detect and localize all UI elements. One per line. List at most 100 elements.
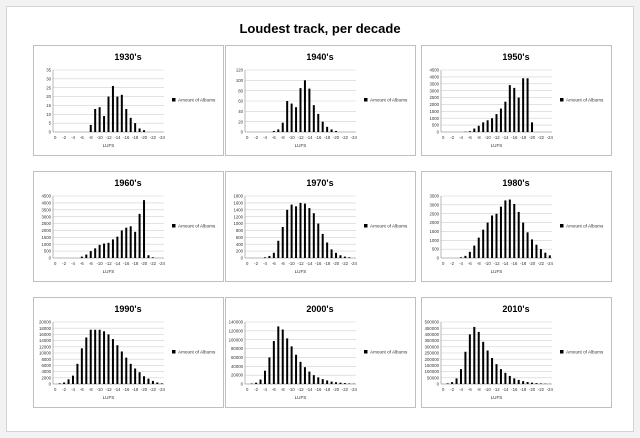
x-tick-label: -8 bbox=[89, 261, 93, 266]
bar bbox=[473, 326, 476, 384]
bar bbox=[495, 213, 498, 258]
x-tick-label: -10 bbox=[97, 261, 104, 266]
x-tick-label: -18 bbox=[132, 261, 139, 266]
y-tick-label: 4000 bbox=[41, 369, 51, 374]
bar bbox=[486, 350, 489, 384]
y-tick-label: 0 bbox=[437, 130, 440, 135]
bar bbox=[335, 130, 338, 132]
bar bbox=[326, 242, 329, 258]
chart-frame bbox=[421, 45, 612, 156]
y-tick-label: 500 bbox=[432, 247, 440, 252]
bar bbox=[76, 363, 79, 384]
bar bbox=[531, 239, 534, 258]
x-tick-label: -2 bbox=[62, 135, 66, 140]
x-tick-label: 0 bbox=[54, 135, 57, 140]
bar bbox=[303, 367, 306, 384]
x-tick-label: -10 bbox=[485, 387, 492, 392]
bar bbox=[535, 244, 538, 258]
x-tick-label: -6 bbox=[80, 261, 84, 266]
bar bbox=[459, 369, 462, 384]
x-tick-label: -10 bbox=[289, 387, 296, 392]
y-tick-label: 1000 bbox=[41, 242, 51, 247]
chart-title: 1930's bbox=[114, 52, 141, 62]
legend-label: Amount of Albums bbox=[370, 224, 408, 229]
y-tick-label: 30 bbox=[46, 76, 51, 81]
x-tick-label: -20 bbox=[529, 135, 536, 140]
y-tick-label: 3500 bbox=[429, 194, 439, 199]
y-tick-label: 3000 bbox=[429, 202, 439, 207]
bar bbox=[138, 213, 141, 258]
bar bbox=[281, 227, 284, 258]
y-tick-label: 0 bbox=[437, 256, 440, 261]
bar bbox=[277, 326, 280, 384]
x-tick-label: -4 bbox=[263, 387, 267, 392]
bar bbox=[295, 107, 298, 132]
y-tick-label: 400 bbox=[236, 242, 244, 247]
bar bbox=[268, 357, 271, 384]
bar bbox=[147, 255, 150, 258]
x-tick-label: -24 bbox=[159, 261, 166, 266]
y-tick-label: 18000 bbox=[39, 326, 52, 331]
legend-label: Amount of Albums bbox=[566, 224, 604, 229]
x-tick-label: -20 bbox=[333, 135, 340, 140]
bar bbox=[103, 116, 106, 132]
chart-frame bbox=[421, 171, 612, 282]
bar bbox=[468, 251, 471, 258]
x-tick-label: -6 bbox=[468, 135, 472, 140]
bar bbox=[94, 329, 97, 384]
bar bbox=[138, 372, 141, 384]
x-tick-label: -4 bbox=[71, 135, 75, 140]
bar bbox=[464, 255, 467, 258]
chart-title: 1950's bbox=[502, 52, 529, 62]
chart-frame bbox=[33, 297, 224, 408]
legend-label: Amount of Albums bbox=[178, 350, 216, 355]
x-axis-label: LUFS bbox=[103, 395, 115, 400]
x-tick-label: 0 bbox=[54, 387, 57, 392]
chart-frame bbox=[33, 171, 224, 282]
y-tick-label: 2500 bbox=[41, 221, 51, 226]
bar bbox=[317, 377, 320, 384]
chart-frame bbox=[225, 45, 416, 156]
x-tick-label: -24 bbox=[159, 387, 166, 392]
chart-title: 1970's bbox=[306, 178, 333, 188]
y-tick-label: 2000 bbox=[429, 220, 439, 225]
y-tick-label: 40 bbox=[238, 109, 243, 114]
y-tick-label: 120000 bbox=[229, 328, 244, 333]
bar bbox=[303, 80, 306, 132]
bar bbox=[339, 255, 342, 258]
x-tick-label: -22 bbox=[342, 135, 349, 140]
x-tick-label: -24 bbox=[547, 387, 554, 392]
bar bbox=[477, 237, 480, 258]
x-tick-label: -2 bbox=[450, 387, 454, 392]
y-tick-label: 6000 bbox=[41, 363, 51, 368]
bar bbox=[58, 383, 61, 384]
bar bbox=[281, 122, 284, 132]
bar bbox=[495, 364, 498, 384]
x-tick-label: -24 bbox=[159, 135, 166, 140]
bar bbox=[468, 131, 471, 132]
legend-swatch bbox=[560, 224, 564, 228]
y-tick-label: 120 bbox=[236, 68, 244, 73]
bar bbox=[535, 383, 538, 384]
bar bbox=[539, 383, 542, 384]
bar bbox=[531, 382, 534, 384]
x-tick-label: -22 bbox=[150, 387, 157, 392]
x-tick-label: -18 bbox=[520, 261, 527, 266]
x-tick-label: -20 bbox=[529, 387, 536, 392]
x-axis-label: LUFS bbox=[491, 269, 503, 274]
x-tick-label: -18 bbox=[132, 135, 139, 140]
bar bbox=[486, 120, 489, 132]
bar bbox=[290, 103, 293, 132]
x-tick-label: -16 bbox=[315, 387, 322, 392]
bar bbox=[321, 121, 324, 132]
y-tick-label: 1500 bbox=[41, 235, 51, 240]
y-tick-label: 20000 bbox=[39, 320, 52, 325]
chart-frame bbox=[33, 45, 224, 156]
x-tick-label: -12 bbox=[297, 135, 304, 140]
y-tick-label: 20 bbox=[238, 119, 243, 124]
bar bbox=[526, 232, 529, 258]
